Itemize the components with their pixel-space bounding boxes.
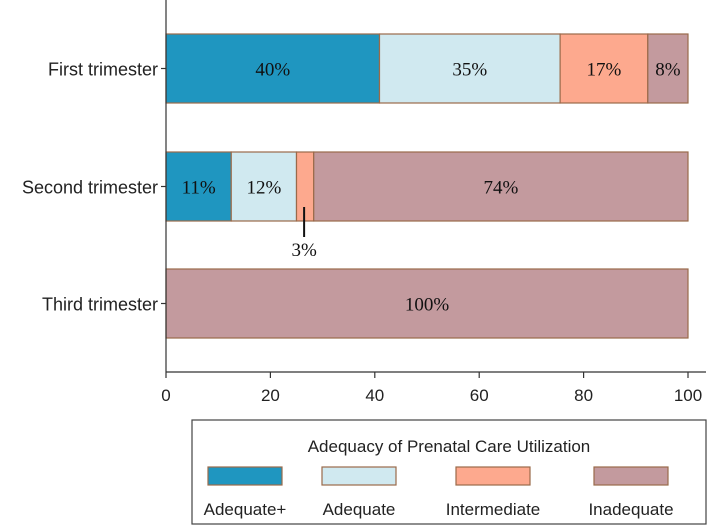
- category-label: First trimester: [48, 60, 158, 80]
- legend-swatch: [321, 466, 397, 486]
- x-tick-label: 20: [261, 386, 280, 405]
- x-tick-label: 40: [365, 386, 384, 405]
- x-tick-label: 0: [161, 386, 170, 405]
- bar-segment: [647, 33, 689, 104]
- data-label: 11%: [182, 178, 216, 199]
- legend-entry-label: Intermediate: [446, 500, 541, 519]
- data-label: 8%: [655, 60, 681, 81]
- bar-segment: [559, 33, 649, 104]
- data-label: 100%: [405, 295, 450, 316]
- x-tick-label: 60: [470, 386, 489, 405]
- bar-labels-layer: 40% 35% 17% 8% 11% 12% 74% 100%: [182, 60, 681, 316]
- legend: Adequacy of Prenatal Care Utilization Ade…: [191, 419, 707, 525]
- x-tick-label: 80: [574, 386, 593, 405]
- bar-segment: [378, 33, 561, 104]
- axes-layer: First trimester Second trimester Third tri…: [22, 0, 706, 405]
- legend-title: Adequacy of Prenatal Care Utilization: [308, 437, 591, 456]
- bar-segment: [230, 151, 298, 222]
- legend-entry-label: Adequate+: [204, 500, 287, 519]
- bar-segment: [165, 151, 232, 222]
- callout-layer: 3%: [291, 207, 317, 261]
- data-label: 17%: [587, 60, 622, 81]
- bars-layer: [165, 33, 689, 339]
- x-tick-label: 100: [674, 386, 702, 405]
- bar-segment: [313, 151, 689, 222]
- legend-entry-label: Adequate: [323, 500, 396, 519]
- data-label: 12%: [246, 178, 281, 199]
- legend-swatch: [593, 466, 669, 486]
- data-label: 74%: [483, 178, 518, 199]
- bar-segment: [165, 33, 381, 104]
- callout-label: 3%: [291, 240, 317, 261]
- category-label: Third trimester: [42, 295, 158, 315]
- data-label: 40%: [255, 60, 290, 81]
- category-label: Second trimester: [22, 178, 158, 198]
- legend-entry-label: Inadequate: [588, 500, 673, 519]
- legend-swatch: [455, 466, 531, 486]
- data-label: 35%: [452, 60, 487, 81]
- legend-swatch: [207, 466, 283, 486]
